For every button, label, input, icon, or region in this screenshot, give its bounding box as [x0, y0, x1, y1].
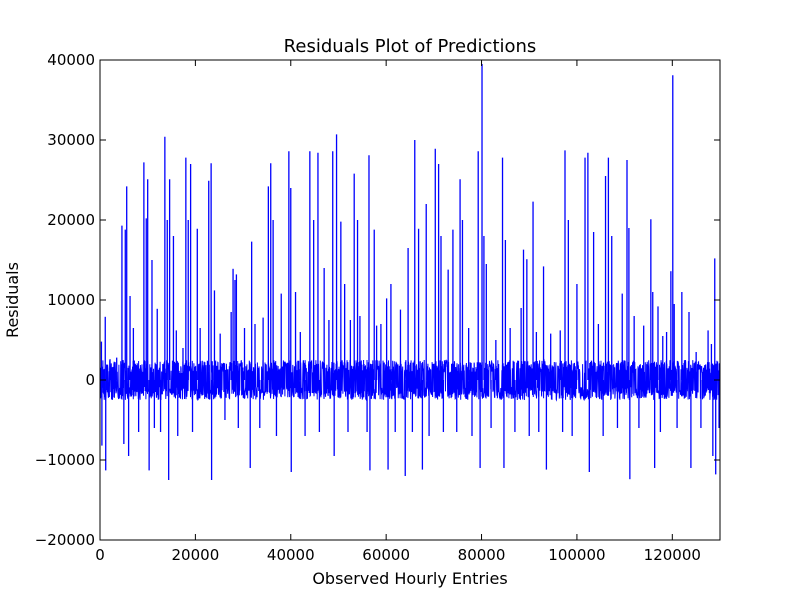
- series-layer: [100, 64, 720, 480]
- y-tick-label: 20000: [47, 211, 95, 229]
- x-tick-label: 0: [95, 546, 105, 564]
- residuals-noise-band: [100, 358, 720, 402]
- x-tick-label: 40000: [267, 546, 315, 564]
- y-tick-label: 0: [85, 371, 95, 389]
- chart-title: Residuals Plot of Predictions: [284, 36, 537, 57]
- plot-frame: [99, 59, 721, 541]
- y-axis-label: Residuals: [3, 262, 22, 338]
- y-tick-label: −10000: [35, 451, 95, 469]
- tick-layer: 0 20000 40000 60000 80000 100000 120000−20000−…: [35, 51, 720, 564]
- title-group: Residuals Plot of Predictions: [284, 36, 537, 57]
- x-tick-label: 80000: [458, 546, 506, 564]
- x-tick-label: 120000: [644, 546, 701, 564]
- y-tick-label: 10000: [47, 291, 95, 309]
- x-tick-label: 100000: [548, 546, 605, 564]
- y-tick-label: 30000: [47, 131, 95, 149]
- x-tick-label: 20000: [172, 546, 220, 564]
- y-tick-label: 40000: [47, 51, 95, 69]
- x-tick-label: 60000: [362, 546, 410, 564]
- x-axis-label: Observed Hourly Entries: [312, 569, 507, 588]
- y-tick-label: −20000: [35, 531, 95, 549]
